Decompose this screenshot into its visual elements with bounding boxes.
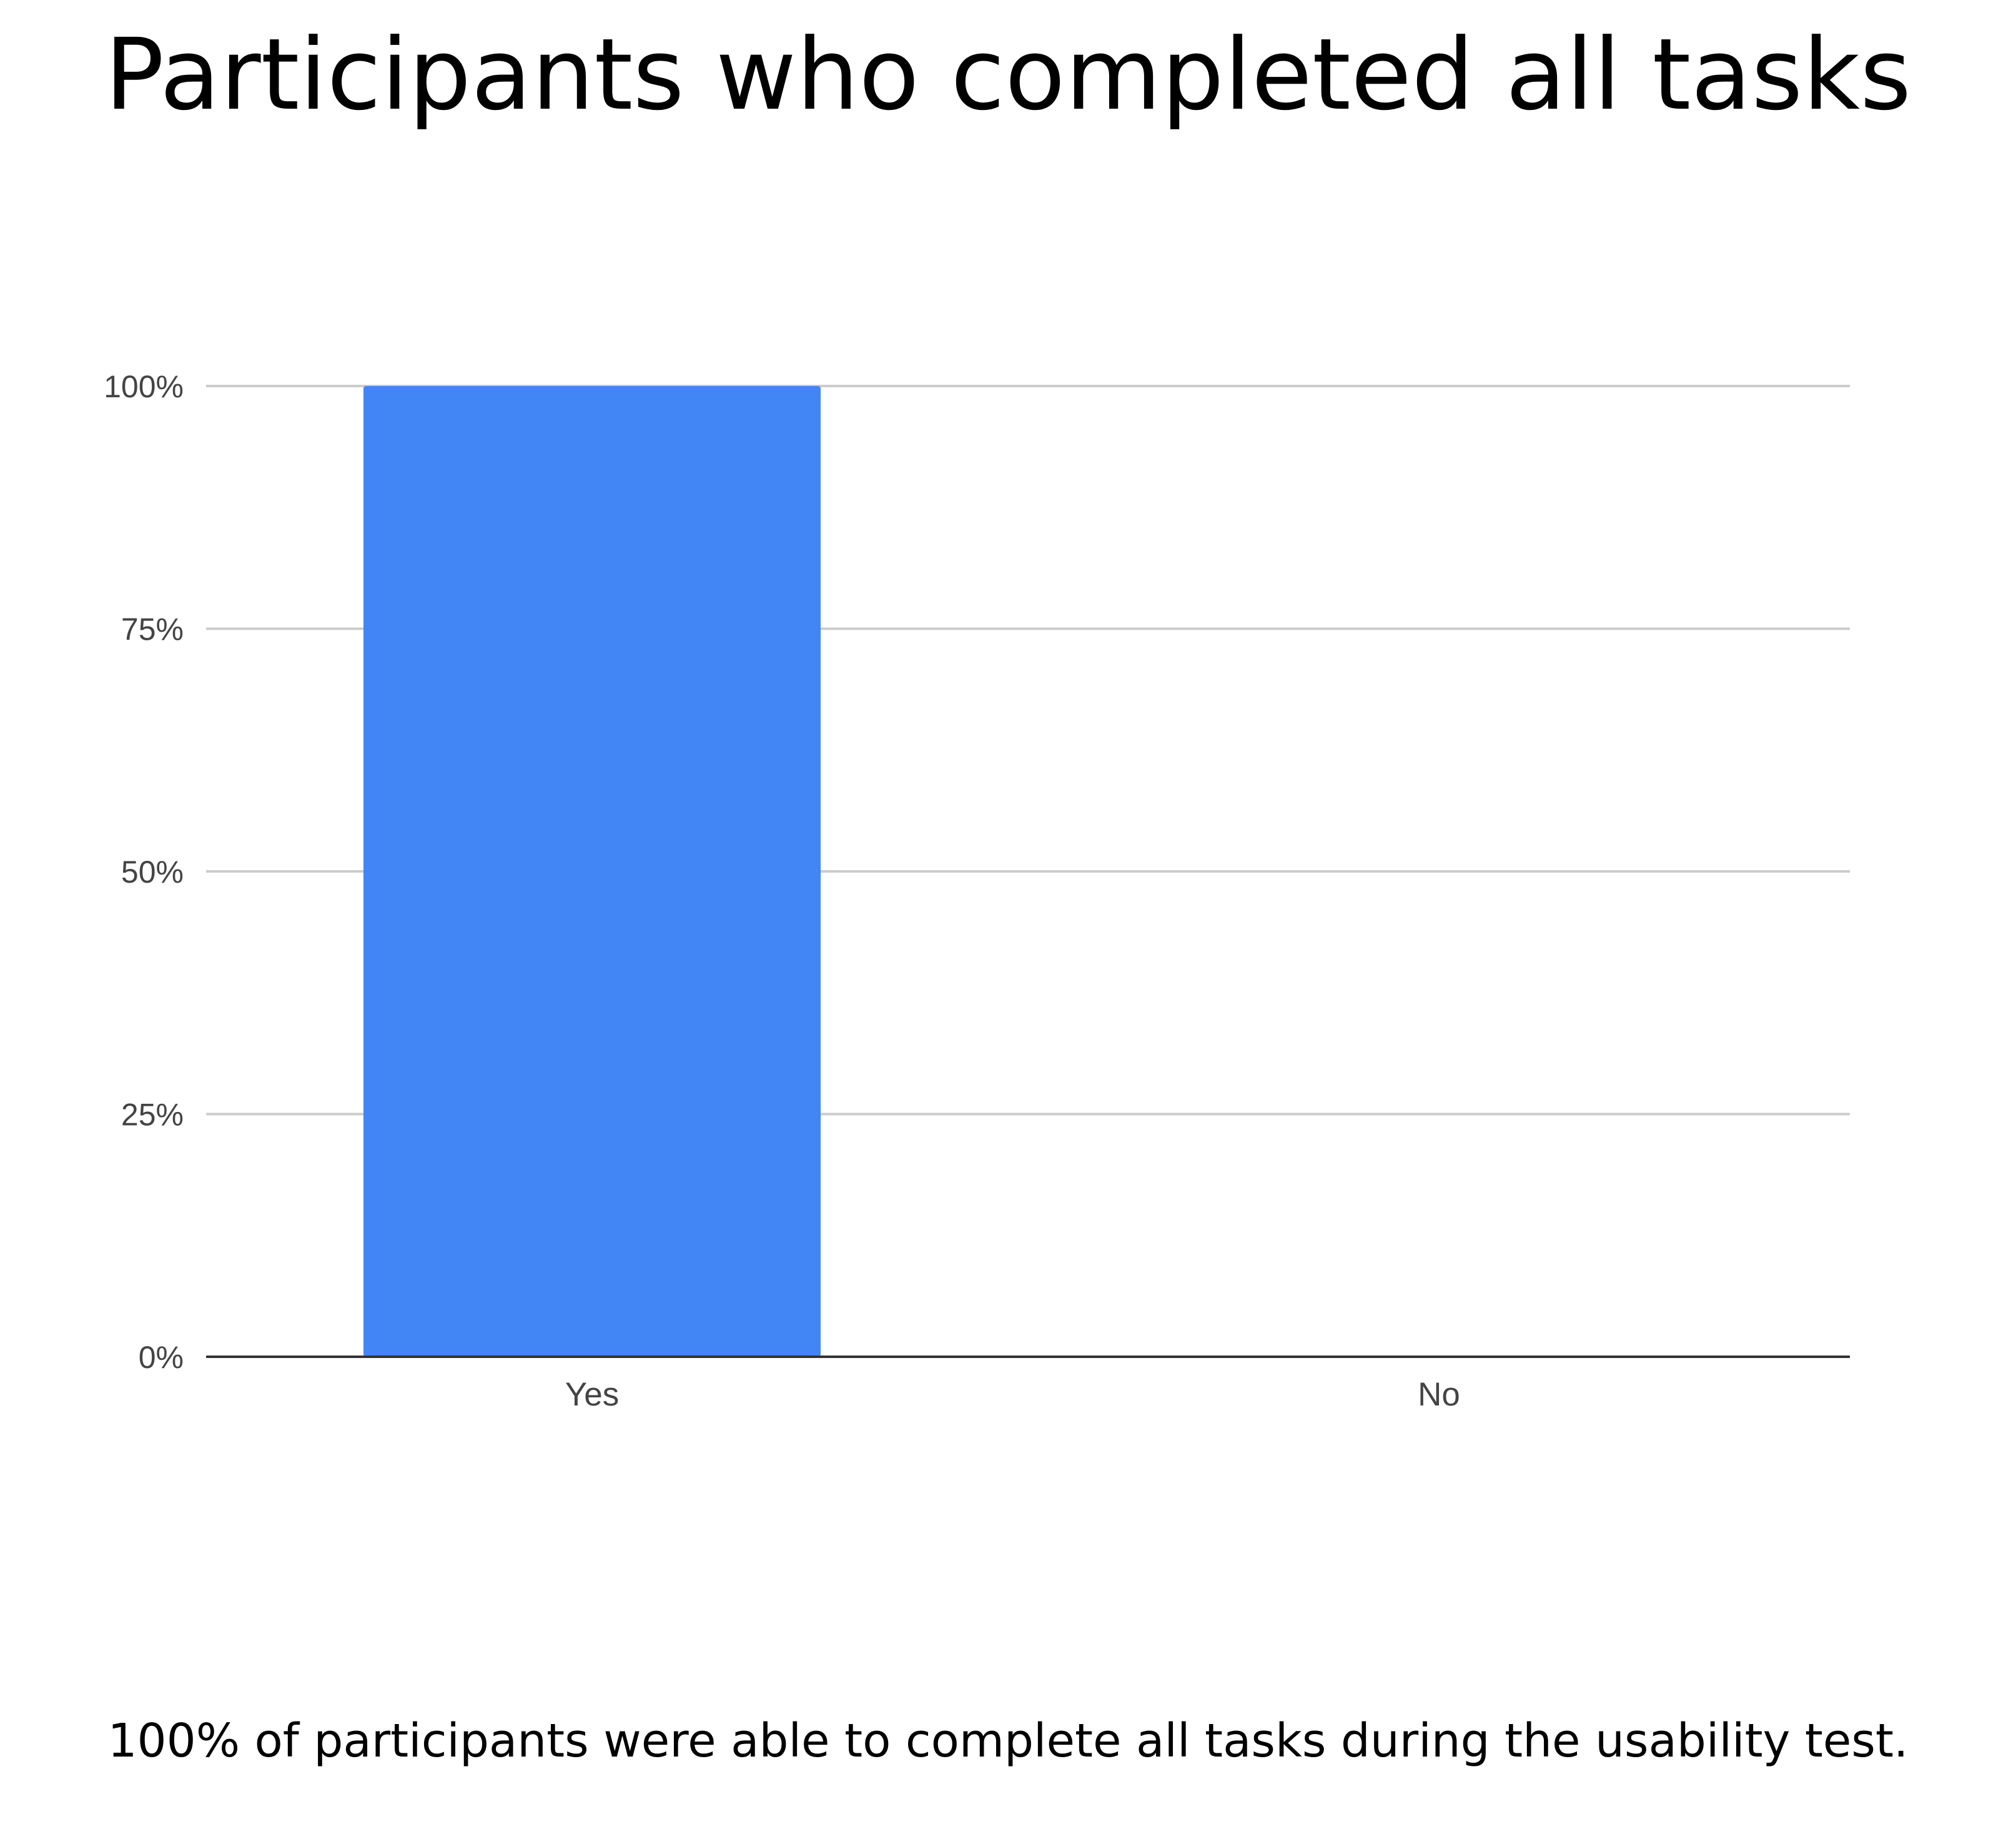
x-tick-label-yes: Yes <box>565 1376 619 1413</box>
bar-yes <box>363 386 821 1357</box>
x-axis-category-labels: Yes No <box>565 1376 1460 1413</box>
x-tick-label-no: No <box>1418 1376 1460 1413</box>
y-tick-label-3: 75% <box>121 612 184 647</box>
y-tick-label-4: 100% <box>104 369 184 404</box>
y-tick-label-2: 50% <box>121 855 184 890</box>
chart-title: Participants who completed all tasks <box>104 17 1912 132</box>
y-tick-label-0: 0% <box>139 1340 184 1375</box>
bars <box>363 386 821 1357</box>
chart-caption: 100% of participants were able to comple… <box>107 1714 1909 1768</box>
y-axis-tick-labels: 0% 25% 50% 75% 100% <box>104 369 184 1375</box>
y-tick-label-1: 25% <box>121 1098 184 1133</box>
